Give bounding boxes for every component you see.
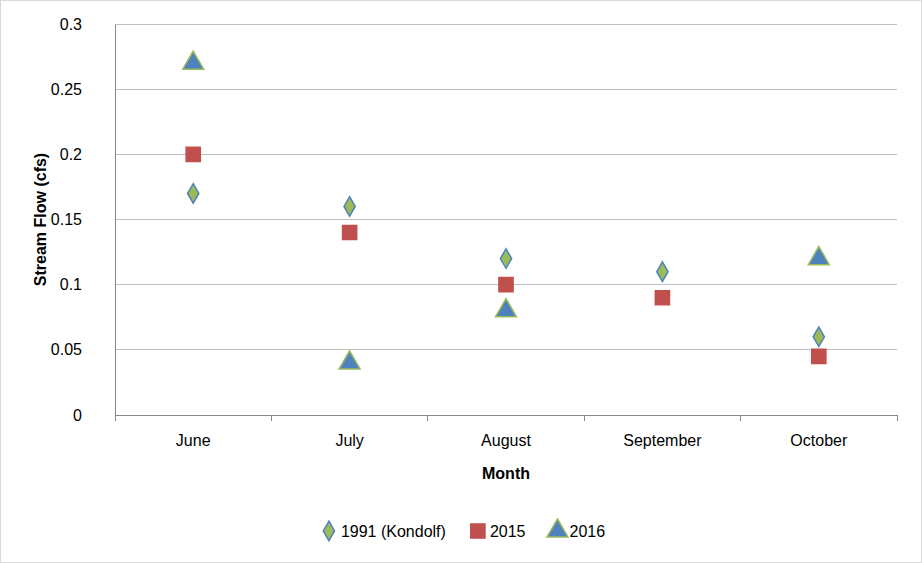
grid-line <box>115 24 897 25</box>
y-tick-label: 0.15 <box>51 211 82 228</box>
y-axis-line <box>115 25 116 416</box>
x-tick-label: June <box>176 432 211 449</box>
legend-marker <box>323 521 334 541</box>
x-axis-line <box>116 415 898 416</box>
series <box>188 184 825 347</box>
grid-line <box>115 89 897 90</box>
legend: 1991 (Kondolf) 2015 2016 <box>323 519 605 541</box>
point <box>500 249 511 269</box>
y-tick-label: 0.25 <box>51 81 82 98</box>
y-tick-label: 0.05 <box>51 341 82 358</box>
grid-line <box>115 154 897 155</box>
point <box>496 299 517 317</box>
x-boundary-tick <box>584 415 585 421</box>
legend-label: 1991 (Kondolf) <box>341 523 446 540</box>
grid-line <box>115 415 897 416</box>
x-tick: August <box>481 415 531 449</box>
grid-line <box>115 349 897 350</box>
y-tick: 0.3 <box>60 16 115 33</box>
grid-line <box>115 219 897 220</box>
x-axis: June July August September October <box>116 415 898 449</box>
legend-marker <box>547 519 568 537</box>
y-tick-label: 0.1 <box>60 276 82 293</box>
y-tick: 0.15 <box>51 211 115 228</box>
point <box>183 51 204 69</box>
x-boundary-tick <box>740 415 741 421</box>
series <box>186 147 826 363</box>
chart: 0 0.05 0.1 0.15 0.2 0.25 0.3 June July August Sept… <box>0 0 922 563</box>
x-boundary-tick <box>271 415 272 421</box>
y-tick-label: 0 <box>73 407 82 424</box>
legend-marker <box>471 524 485 538</box>
legend-item: 1991 (Kondolf) <box>323 521 446 541</box>
point <box>344 197 355 217</box>
x-tick: June <box>176 415 211 449</box>
point <box>808 247 829 265</box>
y-tick: 0.2 <box>60 146 115 163</box>
point <box>343 225 357 239</box>
x-boundary-tick <box>897 415 898 421</box>
y-axis: 0 0.05 0.1 0.15 0.2 0.25 0.3 <box>51 16 116 424</box>
grid <box>115 24 897 415</box>
x-tick-label: August <box>481 432 531 449</box>
x-tick: September <box>623 415 702 449</box>
y-tick: 0.05 <box>51 341 115 358</box>
point <box>186 147 200 161</box>
point <box>188 184 199 204</box>
y-tick: 0.1 <box>60 276 115 293</box>
y-axis-title: Stream Flow (cfs) <box>32 153 49 286</box>
y-tick-label: 0.2 <box>60 146 82 163</box>
point <box>655 291 669 305</box>
x-axis-title: Month <box>482 465 530 482</box>
x-tick: October <box>790 415 848 449</box>
x-boundary-tick <box>115 415 116 421</box>
point <box>657 262 668 282</box>
y-tick: 0.25 <box>51 81 115 98</box>
x-tick-label: July <box>335 432 363 449</box>
y-tick-label: 0.3 <box>60 16 82 33</box>
x-tick: July <box>335 415 363 449</box>
legend-item: 2016 <box>547 519 605 540</box>
point <box>499 278 513 292</box>
plot-area <box>183 51 830 369</box>
point <box>813 327 824 347</box>
series <box>183 51 830 369</box>
y-tick: 0 <box>73 407 115 424</box>
x-boundary-tick <box>427 415 428 421</box>
point <box>812 349 826 363</box>
chart-border <box>1 1 922 563</box>
x-boundary-ticks <box>115 415 897 421</box>
legend-label: 2015 <box>490 523 526 540</box>
x-tick-label: September <box>623 432 702 449</box>
legend-item: 2015 <box>471 523 526 540</box>
x-tick-label: October <box>790 432 848 449</box>
point <box>339 351 360 369</box>
legend-label: 2016 <box>569 523 605 540</box>
